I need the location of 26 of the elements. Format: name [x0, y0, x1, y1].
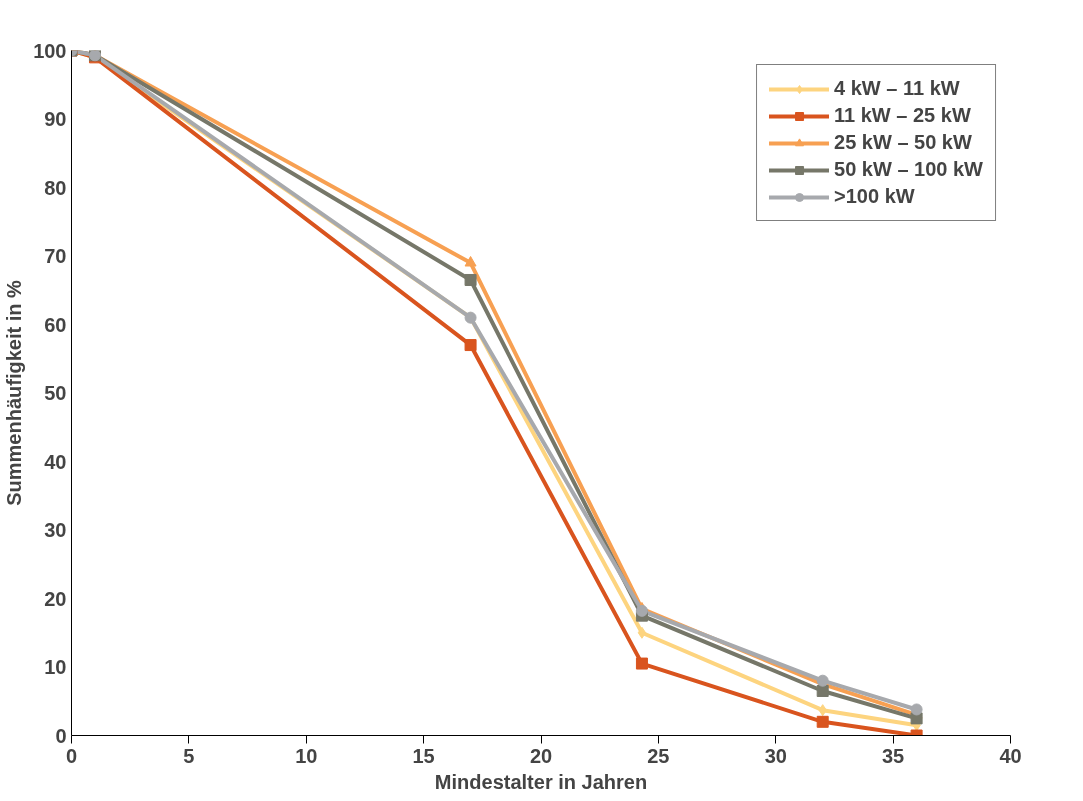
x-tick-label: 30 [764, 744, 787, 767]
y-tick-label: 40 [44, 450, 67, 473]
y-tick-label: 10 [44, 656, 67, 678]
legend-label: 4 kW – 11 kW [834, 77, 960, 100]
y-tick-label: 0 [55, 724, 67, 747]
x-tick-label: 15 [412, 744, 435, 767]
y-axis-title: Summenhäufigkeit in % [3, 279, 26, 506]
y-tick-label: 90 [44, 108, 67, 130]
x-tick-label: 20 [529, 744, 553, 767]
x-tick-label: 10 [295, 744, 318, 767]
legend-label: 25 kW – 50 kW [834, 131, 972, 154]
x-tick-label: 5 [183, 744, 195, 767]
x-tick-label: 35 [882, 744, 905, 767]
y-tick-label: 30 [44, 519, 67, 541]
legend-label: 11 kW – 25 kW [834, 104, 971, 127]
legend-label: >100 kW [834, 185, 915, 208]
y-tick-label: 80 [44, 176, 67, 199]
y-tick-label: 50 [44, 382, 67, 404]
y-tick-label: 60 [44, 313, 67, 336]
x-axis-title: Mindestalter in Jahren [434, 770, 648, 793]
legend-label: 50 kW – 100 kW [834, 158, 983, 181]
x-tick-label: 40 [999, 744, 1022, 767]
x-tick-label: 25 [647, 744, 670, 767]
y-tick-label: 100 [33, 39, 67, 62]
y-tick-label: 20 [44, 587, 67, 610]
y-tick-label: 70 [44, 245, 67, 267]
